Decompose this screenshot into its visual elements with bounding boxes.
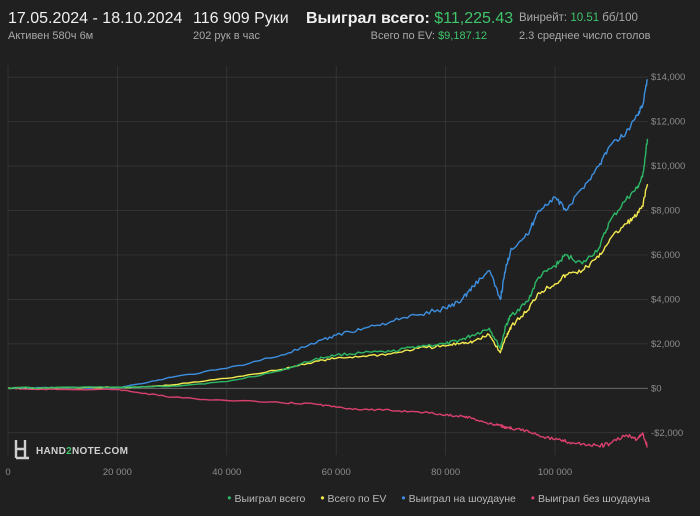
legend-label-showdown: Выиграл на шоудауне [408, 493, 516, 505]
legend-label-won: Выиграл всего [234, 493, 306, 505]
y-tick-label: $4,000 [651, 294, 680, 305]
ev-total: Всего по EV: $9,187.12 [371, 30, 487, 42]
legend-dot-nonshowdown: • [530, 491, 535, 505]
y-tick-label: $8,000 [651, 205, 680, 216]
series-line-ev [7, 183, 649, 390]
y-tick-label: $0 [651, 383, 662, 394]
logo-suffix: NOTE.COM [72, 446, 128, 457]
y-tick-label: -$2,000 [651, 428, 683, 439]
won-total: Выиграл всего: $11,225.43 [306, 10, 513, 28]
legend-item-won[interactable]: • Выиграл всего [227, 491, 305, 505]
x-tick-label: 0 [5, 467, 10, 478]
legend-dot-won: • [227, 491, 232, 505]
ev-total-label: Всего по EV: [370, 30, 439, 42]
series-line-showdown [7, 78, 649, 390]
legend-item-ev[interactable]: • Всего по EV [320, 491, 386, 505]
y-tick-label: $14,000 [651, 72, 685, 83]
hand2note-logo: HAND2NOTE.COM [14, 440, 128, 460]
legend-label-ev: Всего по EV [327, 493, 387, 505]
y-tick-label: $12,000 [651, 117, 685, 128]
winrate-value: 10.51 [570, 12, 600, 24]
logo-mid: 2 [66, 446, 72, 457]
chart-legend: • Выиграл всего • Всего по EV • Выиграл на … [215, 491, 650, 505]
logo-prefix: HAND [36, 446, 66, 457]
y-tick-label: $6,000 [651, 250, 680, 261]
avg-tables: 2.3 среднее число столов [519, 30, 651, 42]
legend-dot-showdown: • [401, 491, 406, 505]
y-tick-label: $2,000 [651, 339, 680, 350]
x-tick-label: 40 000 [212, 467, 241, 478]
winrate-label: Винрейт: [519, 12, 571, 24]
x-tick-label: 80 000 [431, 467, 460, 478]
x-tick-label: 100 000 [538, 467, 572, 478]
winrate: Винрейт: 10.51 бб/100 [519, 12, 638, 24]
x-axis-ticks: 0 20 000 40 000 60 000 80 000 100 000 [5, 467, 572, 478]
y-axis-ticks: $14,000 $12,000 $10,000 $8,000 $6,000 $4,000 $… [651, 72, 685, 439]
ev-total-value: $9,187.12 [438, 30, 487, 42]
active-time: Активен 580ч 6м [8, 30, 94, 42]
graph-chart: 0 20 000 40 000 60 000 80 000 100 000 $14,000… [5, 66, 685, 478]
series-line-nonshowdown [7, 387, 648, 448]
hands-rate: 202 рук в час [193, 30, 261, 42]
series-line-won [7, 138, 649, 390]
grid-layer [7, 66, 648, 455]
legend-item-nonshowdown[interactable]: • Выиграл без шоудауна [531, 491, 650, 505]
winrate-unit: бб/100 [599, 12, 638, 24]
legend-item-showdown[interactable]: • Выиграл на шоудауне [401, 491, 516, 505]
legend-dot-ev: • [320, 491, 325, 505]
x-tick-label: 60 000 [322, 467, 351, 478]
won-total-value: $11,225.43 [434, 10, 514, 27]
hand2note-logo-text: HAND2NOTE.COM [36, 446, 128, 457]
hands-count: 116 909 Руки [193, 10, 289, 27]
legend-label-nonshowdown: Выиграл без шоудауна [538, 493, 650, 505]
x-tick-label: 20 000 [103, 467, 132, 478]
y-tick-label: $10,000 [651, 161, 685, 172]
hand2note-logo-icon [14, 440, 29, 460]
date-range: 17.05.2024 - 18.10.2024 [8, 10, 183, 27]
series-layer [7, 78, 649, 448]
won-total-label: Выиграл всего: [306, 10, 435, 27]
